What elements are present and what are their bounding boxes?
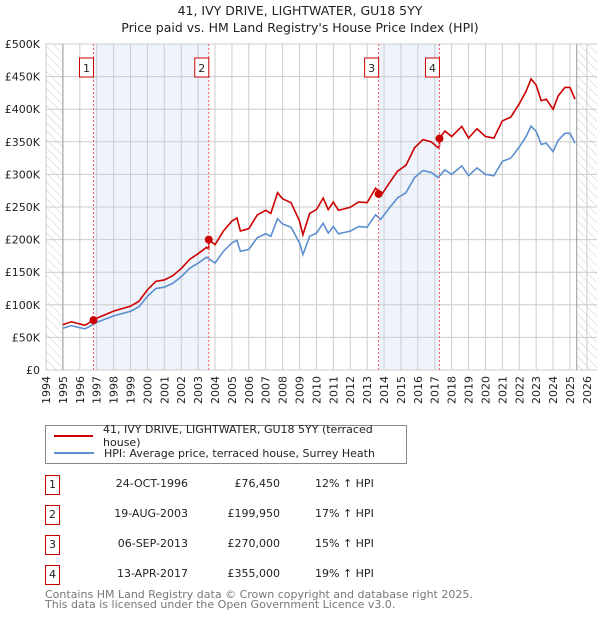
y-tick-label: £500K	[5, 38, 41, 51]
x-tick-label: 2009	[294, 376, 307, 404]
sale-label-box	[78, 57, 94, 78]
x-tick-label: 2003	[192, 376, 205, 404]
sale-price: £76,450	[234, 477, 281, 490]
sale-label-box	[424, 57, 440, 78]
x-tick-label: 2016	[412, 376, 425, 404]
x-tick-label: 2018	[446, 376, 459, 404]
x-tick-label: 2005	[226, 376, 239, 404]
x-tick-label: 2019	[463, 376, 476, 404]
x-tick-label: 2011	[327, 376, 340, 404]
sale-marker-badge: 3	[45, 535, 60, 555]
sale-row: 3 06-SEP-2013 £270,000 15% ↑ HPI	[45, 535, 445, 555]
sale-point	[374, 189, 383, 198]
sale-date: 13-APR-2017	[116, 567, 188, 580]
x-tick-label: 1998	[108, 376, 121, 404]
x-tick-label: 1997	[91, 376, 104, 404]
x-tick-label: 2002	[175, 376, 188, 404]
sale-hpi-diff: 19% ↑ HPI	[315, 567, 374, 580]
x-tick-label: 2000	[141, 376, 154, 404]
sale-row: 1 24-OCT-1996 £76,450 12% ↑ HPI	[45, 475, 445, 495]
legend-label-hpi: HPI: Average price, terraced house, Surr…	[104, 446, 375, 460]
sale-hpi-diff: 12% ↑ HPI	[315, 477, 374, 490]
x-tick-label: 1996	[74, 376, 87, 404]
property-price-line	[62, 77, 576, 327]
sale-label: 2	[198, 62, 205, 75]
price-chart: 1994 1995 1996 1997 1998 1999 2000 2001 2002 2003…	[5, 38, 597, 404]
y-tick-label: £150K	[5, 266, 41, 279]
y-tick-label: £300K	[5, 168, 41, 181]
x-tick-label: 2025	[564, 376, 577, 404]
legend-swatch-hpi	[54, 452, 94, 454]
x-tick-label: 2007	[260, 376, 273, 404]
sale-point	[204, 235, 213, 244]
footer-copyright: Contains HM Land Registry data © Crown c…	[45, 588, 473, 601]
sale-row: 2 19-AUG-2003 £199,950 17% ↑ HPI	[45, 505, 445, 525]
x-tick-label: 2012	[344, 376, 357, 404]
sale-row: 4 13-APR-2017 £355,000 19% ↑ HPI	[45, 565, 445, 585]
chart-title: 41, IVY DRIVE, LIGHTWATER, GU18 5YY	[177, 3, 423, 18]
x-tick-label: 2024	[547, 376, 560, 404]
sale-marker-badge: 2	[45, 505, 60, 525]
hpi-line	[62, 124, 576, 330]
y-tick-label: £50K	[12, 331, 41, 344]
x-tick-label: 2014	[378, 376, 391, 404]
y-tick-label: £100K	[5, 299, 41, 312]
x-tick-label: 2022	[513, 376, 526, 404]
legend-swatch-property	[54, 435, 94, 437]
x-tick-label: 2010	[310, 376, 323, 404]
x-tick-label: 2008	[277, 376, 290, 404]
x-tick-label: 1999	[125, 376, 138, 404]
x-tick-label: 2004	[209, 376, 222, 404]
y-tick-label: £350K	[5, 136, 41, 149]
sale-date: 24-OCT-1996	[115, 477, 188, 490]
x-tick-label: 2015	[395, 376, 408, 404]
sale-price: £355,000	[227, 567, 281, 580]
sale-date: 06-SEP-2013	[117, 537, 188, 550]
sale-label: 3	[368, 62, 375, 75]
sale-price: £270,000	[227, 537, 281, 550]
footer-licence: This data is licensed under the Open Gov…	[45, 598, 396, 611]
x-tick-label: 2020	[479, 376, 492, 404]
sale-label: 1	[83, 62, 90, 75]
legend: 41, IVY DRIVE, LIGHTWATER, GU18 5YY (ter…	[45, 423, 407, 464]
y-tick-label: £400K	[5, 103, 41, 116]
sale-label-box	[364, 57, 380, 78]
y-tick-label: £0	[26, 364, 40, 377]
x-tick-label: 2017	[429, 376, 442, 404]
x-tick-label: 2001	[158, 376, 171, 404]
chart-subtitle: Price paid vs. HM Land Registry's House …	[121, 20, 479, 35]
sale-hpi-diff: 17% ↑ HPI	[315, 507, 374, 520]
x-tick-label: 2013	[361, 376, 374, 404]
sale-label: 4	[429, 62, 436, 75]
sale-point	[89, 316, 98, 325]
sale-hpi-diff: 15% ↑ HPI	[315, 537, 374, 550]
x-tick-label: 2021	[496, 376, 509, 404]
sale-point	[435, 134, 444, 143]
y-tick-label: £450K	[5, 71, 41, 84]
sale-marker-badge: 4	[45, 565, 60, 585]
y-tick-label: £200K	[5, 234, 41, 247]
sale-label-box	[194, 57, 210, 78]
x-tick-label: 1995	[57, 376, 70, 404]
x-tick-label: 1994	[40, 376, 53, 404]
x-tick-label: 2026	[581, 376, 594, 404]
sale-date: 19-AUG-2003	[114, 507, 188, 520]
legend-label-property: 41, IVY DRIVE, LIGHTWATER, GU18 5YY (ter…	[103, 423, 373, 449]
sale-marker-badge: 1	[45, 475, 60, 495]
x-tick-label: 2006	[243, 376, 256, 404]
y-tick-label: £250K	[5, 201, 41, 214]
sale-price: £199,950	[227, 507, 281, 520]
x-tick-label: 2023	[530, 376, 543, 404]
